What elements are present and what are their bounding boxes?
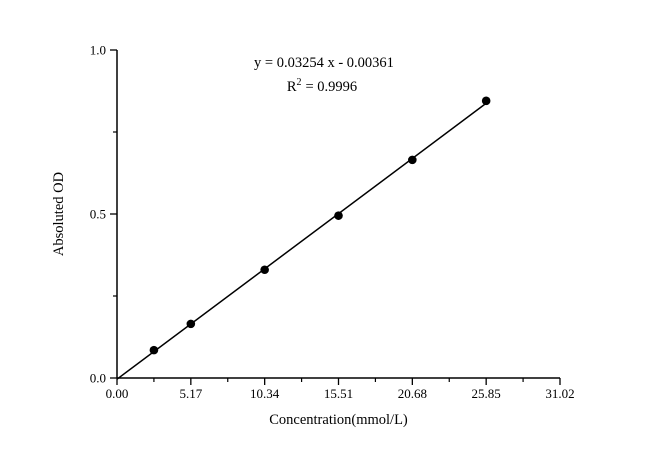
x-tick-label: 15.51 bbox=[324, 386, 353, 401]
data-point bbox=[149, 345, 159, 355]
r-squared-value: = 0.9996 bbox=[305, 79, 357, 95]
r-squared-superscript: 2 bbox=[296, 77, 301, 88]
x-axis-title: Concentration(mmol/L) bbox=[269, 412, 408, 428]
x-tick-label: 0.00 bbox=[106, 386, 129, 401]
r-squared-label: R2 = 0.9996 bbox=[287, 77, 357, 95]
y-axis-title: Absoluted OD bbox=[51, 172, 67, 256]
data-point bbox=[260, 265, 269, 275]
y-tick-label: 1.0 bbox=[90, 43, 106, 58]
data-point bbox=[481, 96, 491, 106]
x-tick-label: 10.34 bbox=[250, 386, 280, 401]
r-squared-base: R bbox=[287, 79, 297, 95]
equation-label: y = 0.03254 x - 0.00361 bbox=[254, 55, 394, 71]
x-tick-label: 31.02 bbox=[545, 386, 574, 401]
x-tick-label: 25.85 bbox=[472, 386, 501, 401]
data-point bbox=[186, 319, 196, 329]
data-point bbox=[334, 211, 343, 220]
x-tick-label: 20.68 bbox=[398, 386, 427, 401]
y-tick-label: 0.0 bbox=[90, 371, 106, 386]
y-tick-label: 0.5 bbox=[90, 207, 106, 222]
fit-line bbox=[116, 102, 487, 380]
x-tick-label: 5.17 bbox=[179, 386, 202, 401]
data-point bbox=[408, 155, 417, 165]
